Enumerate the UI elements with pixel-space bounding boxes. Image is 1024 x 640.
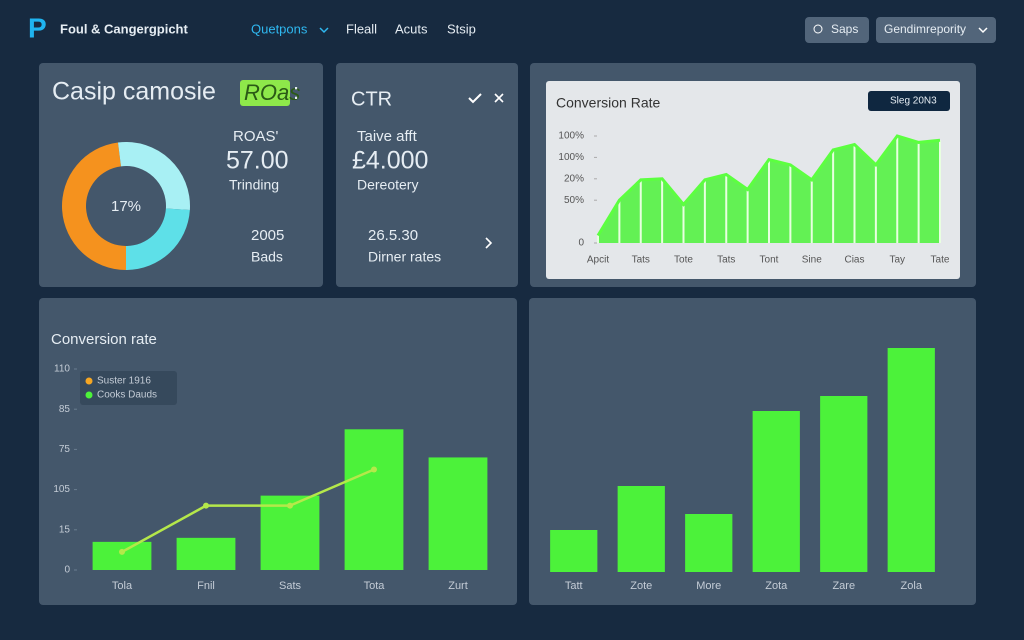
year: 2005 <box>251 227 284 244</box>
x-tick-label: Zola <box>901 580 923 592</box>
x-tick-label: Sats <box>279 580 302 592</box>
donut-segment <box>61 142 126 270</box>
y-tick-label: 75 <box>59 444 71 455</box>
nav-chevron <box>319 27 329 34</box>
metric-label: ROAS' <box>233 128 279 145</box>
title-suffix: : <box>293 79 299 104</box>
y-tick-label: 0 <box>578 238 584 249</box>
bar <box>92 541 152 570</box>
stat: 26.5.30 <box>368 227 418 244</box>
x-tick-label: Tote <box>674 255 693 266</box>
bar <box>820 396 868 572</box>
card-title: Casip camosie <box>52 78 216 106</box>
x-tick-label: Tatt <box>565 580 583 592</box>
bar <box>176 537 236 570</box>
donut <box>61 142 191 270</box>
nav-item[interactable]: Fleall <box>346 21 377 36</box>
close-icon[interactable] <box>494 93 504 103</box>
badge-label: ROas <box>244 80 300 105</box>
metric-sublabel: Trinding <box>229 177 279 193</box>
x-tick-label: Tola <box>112 580 133 592</box>
bar <box>685 514 733 572</box>
metric-label: Taive afft <box>357 128 418 145</box>
dropdown-chevron <box>978 27 988 34</box>
dropdown[interactable] <box>876 17 996 43</box>
nav-item[interactable]: Quetpons <box>251 21 308 36</box>
line <box>596 134 941 237</box>
check-icon[interactable] <box>468 93 482 104</box>
y-tick-label: 0 <box>64 565 70 576</box>
metric-value: £4.000 <box>352 147 428 175</box>
y-tick-label: 15 <box>59 524 71 535</box>
x-tick-label: Tats <box>632 255 650 266</box>
line-point <box>287 502 293 509</box>
bar <box>428 457 488 570</box>
metric-value: 57.00 <box>226 147 289 175</box>
chart-title: Conversion Rate <box>556 95 660 111</box>
metric-sublabel: Dereotery <box>357 177 418 193</box>
line <box>121 468 375 554</box>
title-badge <box>240 80 290 106</box>
chart-title: Conversion rate <box>51 331 157 348</box>
x-tick-label: Sine <box>802 255 822 266</box>
nav-item[interactable]: Acuts <box>395 21 428 36</box>
donut-segment <box>126 208 190 270</box>
y-tick-label: 100% <box>558 131 584 142</box>
legend-label: Suster 1916 <box>97 376 151 387</box>
x-tick-label: Tota <box>364 580 386 592</box>
x-tick-label: Tate <box>931 255 950 266</box>
bar <box>550 530 598 572</box>
x-tick-label: Tay <box>889 255 905 266</box>
chart-badge[interactable] <box>868 91 950 111</box>
bar <box>344 429 404 570</box>
x-tick-label: More <box>696 580 721 592</box>
line-point <box>119 548 125 555</box>
x-tick-label: Tats <box>717 255 735 266</box>
dropdown-label: Gendimrepority <box>884 22 966 36</box>
line-point <box>203 502 209 509</box>
logo: P <box>28 12 47 43</box>
legend-swatch <box>85 391 93 399</box>
x-tick-label: Fnil <box>197 580 215 592</box>
card-title: CTR <box>351 88 392 110</box>
x-tick-label: Apcit <box>587 255 609 266</box>
legend <box>80 371 177 405</box>
x-tick-label: Zurt <box>448 580 468 592</box>
brand: Foul & Cangergpicht <box>60 21 189 36</box>
stat-label: Dirner rates <box>368 249 441 265</box>
search-icon <box>813 24 823 34</box>
x-tick-label: Zote <box>630 580 652 592</box>
x-tick-label: Tont <box>760 255 779 266</box>
y-tick-label: 110 <box>54 364 70 375</box>
year-label: Bads <box>251 249 283 265</box>
search-label: Saps <box>831 22 858 36</box>
chevron-right[interactable] <box>485 237 493 249</box>
x-tick-label: Zare <box>832 580 855 592</box>
y-tick-label: 105 <box>53 484 70 495</box>
y-tick-label: 100% <box>558 152 584 163</box>
bar <box>617 486 665 572</box>
donut-center-label: 17% <box>111 198 141 215</box>
donut-segment <box>117 142 191 211</box>
ctr-card <box>336 63 518 287</box>
line-point <box>371 466 377 473</box>
y-tick-label: 50% <box>564 195 584 206</box>
search-button[interactable] <box>805 17 869 43</box>
legend-swatch <box>85 377 93 385</box>
y-tick-label: 20% <box>564 173 584 184</box>
bar <box>752 411 800 572</box>
legend-label: Cooks Dauds <box>97 390 157 401</box>
y-tick-label: 85 <box>59 404 71 415</box>
nav-item[interactable]: Stsip <box>447 21 476 36</box>
chart-badge-label: Sleg 20N3 <box>890 96 937 107</box>
x-tick-label: Cias <box>844 255 864 266</box>
bar <box>887 348 935 572</box>
x-tick-label: Zota <box>765 580 788 592</box>
